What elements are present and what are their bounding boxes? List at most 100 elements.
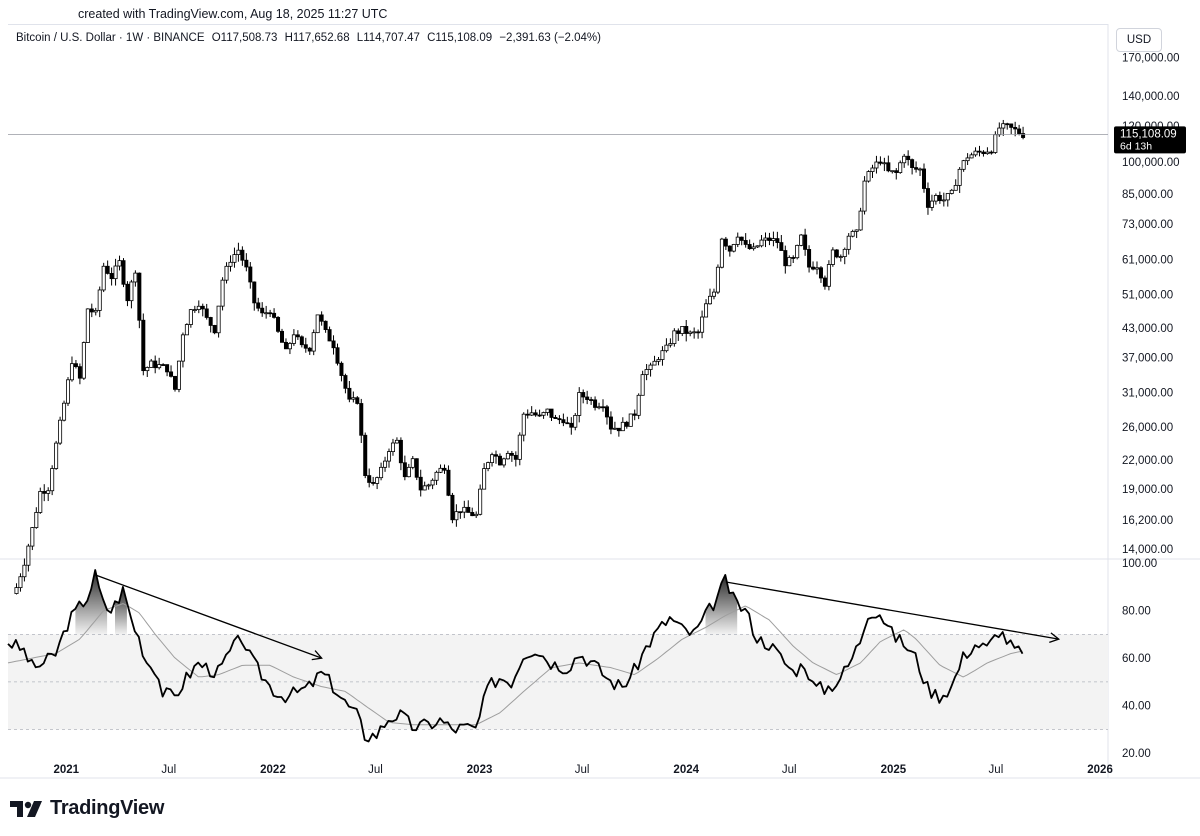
- candle-body[interactable]: [628, 413, 633, 427]
- candle-body[interactable]: [834, 249, 839, 258]
- candle-body[interactable]: [109, 273, 114, 280]
- candle-body[interactable]: [101, 265, 106, 291]
- candle-body[interactable]: [272, 312, 277, 318]
- candle-body[interactable]: [450, 494, 455, 521]
- candle-body[interactable]: [604, 406, 609, 418]
- candle-body[interactable]: [501, 458, 506, 466]
- candle-body[interactable]: [505, 452, 510, 460]
- candle-body[interactable]: [557, 418, 562, 421]
- candle-body[interactable]: [585, 396, 590, 400]
- candle-body[interactable]: [494, 454, 499, 457]
- candle-body[interactable]: [73, 363, 78, 368]
- candle-body[interactable]: [751, 246, 756, 250]
- candle-body[interactable]: [359, 403, 364, 436]
- candle-body[interactable]: [244, 259, 249, 268]
- candle-body[interactable]: [339, 362, 344, 376]
- candle-body[interactable]: [715, 266, 720, 293]
- candle-body[interactable]: [351, 397, 356, 400]
- candle-body[interactable]: [414, 458, 419, 478]
- candle-body[interactable]: [355, 397, 360, 404]
- candle-body[interactable]: [363, 434, 368, 476]
- candle-body[interactable]: [597, 406, 602, 409]
- candle-body[interactable]: [529, 412, 534, 416]
- candle-body[interactable]: [890, 170, 895, 173]
- candle-body[interactable]: [311, 332, 316, 352]
- candle-body[interactable]: [795, 244, 800, 259]
- candle-body[interactable]: [204, 308, 209, 318]
- candle-body[interactable]: [379, 466, 384, 479]
- candle-body[interactable]: [826, 264, 831, 287]
- candle-body[interactable]: [918, 168, 923, 171]
- candle-body[interactable]: [335, 347, 340, 364]
- candle-body[interactable]: [1021, 133, 1026, 138]
- candle-body[interactable]: [347, 387, 352, 400]
- candle-body[interactable]: [438, 467, 443, 473]
- candle-body[interactable]: [953, 184, 958, 191]
- candle-body[interactable]: [743, 240, 748, 245]
- candle-body[interactable]: [961, 160, 966, 170]
- candle-body[interactable]: [34, 512, 39, 528]
- candle-body[interactable]: [822, 277, 827, 287]
- candle-body[interactable]: [232, 254, 237, 263]
- candle-body[interactable]: [858, 210, 863, 231]
- candle-body[interactable]: [636, 394, 641, 416]
- candle-body[interactable]: [517, 434, 522, 460]
- candle-body[interactable]: [287, 343, 292, 350]
- candle-body[interactable]: [280, 330, 285, 343]
- candle-body[interactable]: [509, 452, 514, 456]
- candle-body[interactable]: [842, 248, 847, 258]
- candle-body[interactable]: [569, 422, 574, 428]
- candle-body[interactable]: [319, 314, 324, 322]
- candle-body[interactable]: [192, 309, 197, 311]
- candle-body[interactable]: [668, 343, 673, 346]
- candle-body[interactable]: [684, 326, 689, 334]
- candle-body[interactable]: [77, 366, 82, 379]
- candle-body[interactable]: [799, 234, 804, 246]
- candle-body[interactable]: [406, 466, 411, 478]
- candle-body[interactable]: [593, 399, 598, 408]
- candle-body[interactable]: [145, 367, 150, 372]
- candle-body[interactable]: [601, 406, 606, 409]
- candle-body[interactable]: [291, 334, 296, 344]
- currency-button[interactable]: USD: [1116, 28, 1162, 52]
- candle-body[interactable]: [616, 427, 621, 432]
- candle-body[interactable]: [783, 250, 788, 267]
- candle-body[interactable]: [208, 317, 213, 326]
- candle-body[interactable]: [933, 195, 938, 202]
- candle-body[interactable]: [941, 199, 946, 202]
- candle-body[interactable]: [922, 168, 927, 189]
- candle-body[interactable]: [486, 462, 491, 469]
- candle-body[interactable]: [466, 506, 471, 513]
- candle-body[interactable]: [989, 151, 994, 154]
- candle-body[interactable]: [779, 242, 784, 251]
- candle-body[interactable]: [212, 325, 217, 334]
- candle-body[interactable]: [577, 392, 582, 416]
- candle-body[interactable]: [89, 308, 94, 313]
- candle-body[interactable]: [997, 127, 1002, 136]
- candle-body[interactable]: [993, 134, 998, 153]
- candle-body[interactable]: [874, 161, 879, 169]
- candle-body[interactable]: [18, 576, 23, 589]
- candle-body[interactable]: [866, 171, 871, 182]
- candle-body[interactable]: [422, 485, 427, 491]
- candle-body[interactable]: [22, 564, 27, 578]
- candle-body[interactable]: [929, 200, 934, 208]
- candle-body[interactable]: [367, 475, 372, 483]
- candle-body[interactable]: [696, 331, 701, 334]
- candle-body[interactable]: [307, 347, 312, 352]
- candle-body[interactable]: [54, 442, 59, 469]
- candle-body[interactable]: [925, 188, 930, 208]
- candle-body[interactable]: [914, 167, 919, 170]
- candle-body[interactable]: [1005, 123, 1010, 126]
- candle-body[interactable]: [30, 527, 35, 547]
- candle-body[interactable]: [565, 422, 570, 425]
- candle-body[interactable]: [838, 256, 843, 259]
- tradingview-logo[interactable]: TradingView: [10, 797, 164, 820]
- candle-body[interactable]: [394, 439, 399, 444]
- candle-body[interactable]: [323, 320, 328, 330]
- candle-body[interactable]: [854, 229, 859, 232]
- candle-body[interactable]: [747, 244, 752, 250]
- candle-body[interactable]: [1013, 127, 1018, 130]
- candle-body[interactable]: [850, 231, 855, 237]
